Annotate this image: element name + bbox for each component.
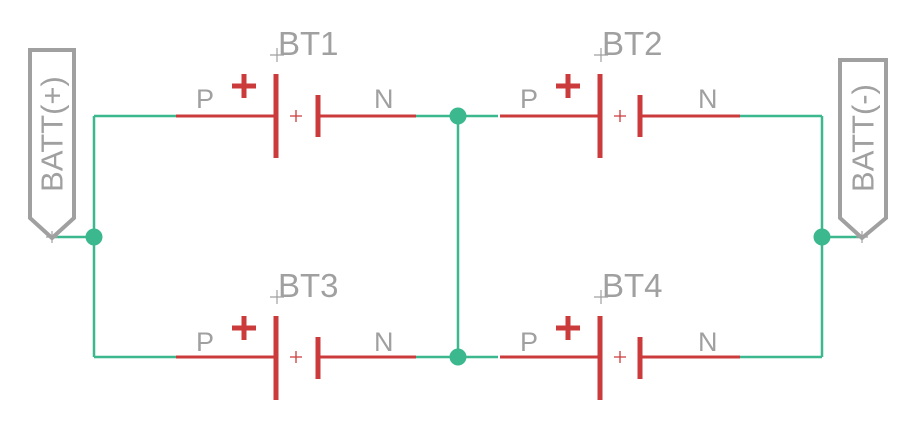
origin-cross-icon [46, 231, 58, 243]
small-plus-icon [290, 351, 302, 363]
battery-bt4[interactable]: BT4 P N [500, 267, 740, 400]
origin-cross-icon [270, 48, 284, 62]
port-label: BATT(-) [846, 84, 881, 192]
port-flag-shape [28, 48, 76, 241]
port-flag-shape [838, 58, 888, 241]
polarity-plus-icon [556, 316, 580, 340]
port-batt-negative[interactable]: BATT(-) [838, 58, 888, 243]
pin-p-label: P [196, 327, 214, 357]
battery-ref-label: BT1 [278, 25, 339, 62]
origin-cross-icon [594, 290, 608, 304]
small-plus-icon [614, 110, 626, 122]
battery-ref-label: BT4 [602, 267, 663, 304]
origin-cross-icon [594, 48, 608, 62]
origin-cross-icon [856, 231, 868, 243]
origin-cross-icon [270, 290, 284, 304]
pin-p-label: P [196, 84, 214, 114]
battery-ref-label: BT2 [602, 25, 663, 62]
wires [52, 114, 862, 359]
battery-bt3[interactable]: BT3 P N [176, 267, 416, 400]
junction-dot [85, 228, 103, 246]
port-label: BATT(+) [35, 76, 70, 192]
small-plus-icon [290, 110, 302, 122]
battery-bt1[interactable]: BT1 P N [176, 25, 416, 158]
pin-n-label: N [698, 327, 718, 357]
polarity-plus-icon [556, 74, 580, 98]
small-plus-icon [614, 351, 626, 363]
pin-p-label: P [520, 84, 538, 114]
junction-dot [449, 107, 467, 125]
pin-p-label: P [520, 327, 538, 357]
junction-dot [449, 348, 467, 366]
polarity-plus-icon [232, 316, 256, 340]
pin-n-label: N [374, 84, 394, 114]
junction-dot [813, 228, 831, 246]
battery-ref-label: BT3 [278, 267, 339, 304]
pin-n-label: N [374, 327, 394, 357]
polarity-plus-icon [232, 74, 256, 98]
battery-bt2[interactable]: BT2 P N [500, 25, 740, 158]
port-batt-positive[interactable]: BATT(+) [28, 48, 76, 243]
junctions [85, 107, 831, 366]
pin-n-label: N [698, 84, 718, 114]
